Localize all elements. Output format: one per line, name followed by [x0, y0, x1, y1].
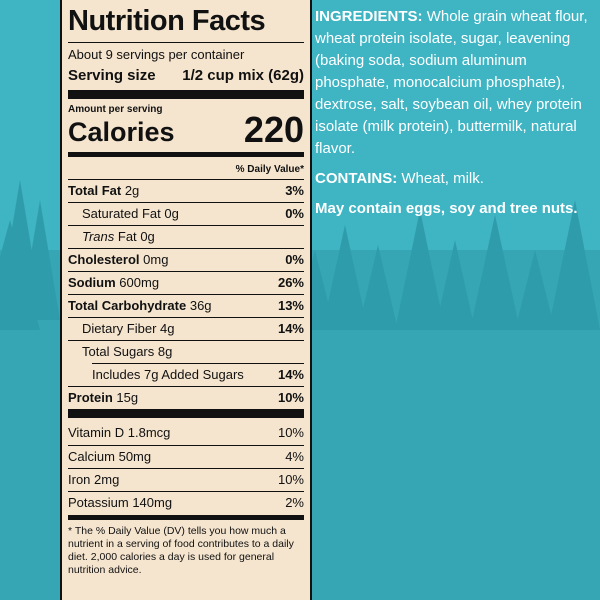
calories-value: 220: [243, 109, 304, 150]
nutrient-dv: 0%: [285, 206, 304, 221]
serving-size-label: Serving size: [68, 67, 156, 84]
vitamin-row: Vitamin D 1.8mcg 10%: [68, 422, 304, 444]
nutrient-row: Includes 7g Added Sugars 14%: [92, 363, 304, 386]
nutrient-name: Dietary Fiber: [82, 321, 157, 336]
nutrient-amount: 8g: [157, 344, 173, 359]
nutrient-amount: 600mg: [119, 275, 160, 290]
serving-size: Serving size 1/2 cup mix (62g): [68, 67, 304, 84]
nutrition-panel: Nutrition Facts About 9 servings per con…: [60, 0, 312, 600]
nutrient-name: Total Carbohydrate: [68, 298, 187, 313]
ingredients: INGREDIENTS: Whole grain wheat flour, wh…: [315, 6, 595, 160]
vitamin-amount: 2mg: [94, 472, 120, 487]
nutrient-row: Total Carbohydrate 36g 13%: [68, 294, 304, 317]
vitamin-dv: 10%: [277, 472, 304, 487]
footnote: * The % Daily Value (DV) tells you how m…: [68, 525, 294, 576]
nutrient-dv: 14%: [277, 321, 304, 336]
nutrient-name: Saturated Fat: [82, 206, 161, 221]
nutrient-name: Total Fat: [68, 183, 122, 198]
rule: [68, 42, 304, 43]
contains-text: Wheat, milk.: [401, 170, 484, 187]
nutrient-dv: 0%: [285, 252, 304, 267]
nutrient-row: Protein 15g 10%: [68, 386, 304, 409]
vitamin-dv: 2%: [285, 495, 304, 510]
contains-label: CONTAINS:: [315, 170, 398, 187]
nutrient-name: Includes 7g Added Sugars: [92, 367, 244, 382]
nutrient-amount: 15g: [116, 390, 139, 405]
nutrient-name: Protein: [68, 390, 113, 405]
nutrient-amount: 0g: [164, 206, 179, 221]
nutrient-name: Sodium: [68, 275, 116, 290]
nutrient-name: Fat: [117, 229, 137, 244]
calories-label: Calories: [68, 117, 175, 147]
ingredients-text: Whole grain wheat flour, wheat protein i…: [315, 8, 588, 157]
nutrient-dv: 26%: [277, 275, 304, 290]
nutrient-row: Trans Fat 0g: [68, 225, 304, 248]
nutrient-dv: 14%: [277, 367, 304, 382]
rule: [68, 152, 304, 157]
nutrient-name: Total Sugars: [82, 344, 155, 359]
vitamin-name: Potassium: [68, 495, 129, 510]
nutrient-row: Sodium 600mg 26%: [68, 271, 304, 294]
nutrient-amount: 36g: [189, 298, 212, 313]
servings: About 9 servings per container: [68, 47, 245, 62]
nutrient-amount: 2g: [124, 183, 140, 198]
may-contain: May contain eggs, soy and tree nuts.: [315, 200, 578, 217]
vitamin-amount: 140mg: [132, 495, 173, 510]
vitamin-row: Iron 2mg 10%: [68, 468, 304, 491]
nutrient-dv: 13%: [277, 298, 304, 313]
nutrient-row: Cholesterol 0mg 0%: [68, 248, 304, 271]
vitamin-dv: 4%: [285, 449, 304, 464]
vitamin-row: Potassium 140mg 2%: [68, 491, 304, 514]
ingredients-label: INGREDIENTS:: [315, 8, 423, 25]
vitamin-name: Calcium: [68, 449, 115, 464]
amount-per-serving: Amount per serving: [68, 104, 163, 115]
vitamin-row: Calcium 50mg 4%: [68, 445, 304, 468]
vitamin-amount: 1.8mcg: [127, 425, 171, 440]
nutrient-row: Saturated Fat 0g 0%: [68, 202, 304, 225]
nutrient-name: Cholesterol: [68, 252, 140, 267]
nutrient-amount: 0mg: [143, 252, 169, 267]
nutrient-row: Total Sugars 8g: [68, 340, 304, 363]
nutrient-name-italic: Trans: [82, 229, 115, 244]
nutrient-amount: 0g: [140, 229, 155, 244]
contains: CONTAINS: Wheat, milk.: [315, 168, 595, 190]
nutrient-row: Total Fat 2g 3%: [68, 179, 304, 202]
daily-value-header: % Daily Value*: [235, 164, 304, 175]
rule: [68, 515, 304, 520]
nutrient-amount: 4g: [160, 321, 175, 336]
ingredients-block: INGREDIENTS: Whole grain wheat flour, wh…: [315, 6, 595, 228]
rule: [68, 409, 304, 418]
panel-title: Nutrition Facts: [68, 5, 266, 37]
nutrient-dv: 3%: [285, 183, 304, 198]
nutrient-row: Dietary Fiber 4g 14%: [68, 317, 304, 340]
serving-size-value: 1/2 cup mix (62g): [182, 67, 304, 84]
vitamin-amount: 50mg: [118, 449, 152, 464]
rule: [68, 90, 304, 99]
vitamin-dv: 10%: [277, 425, 304, 440]
vitamin-name: Vitamin D: [68, 425, 125, 440]
vitamin-name: Iron: [68, 472, 91, 487]
nutrient-dv: 10%: [277, 390, 304, 405]
